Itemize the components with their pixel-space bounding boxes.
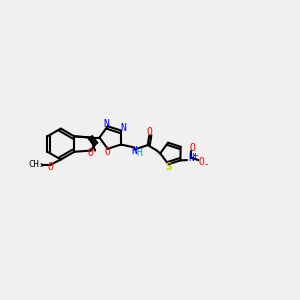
Text: O: O xyxy=(190,143,196,153)
Text: O: O xyxy=(199,158,205,167)
Text: N: N xyxy=(103,118,109,128)
Text: H: H xyxy=(136,148,142,158)
Text: O: O xyxy=(87,148,93,158)
Text: N: N xyxy=(188,153,194,163)
Text: N: N xyxy=(120,123,126,133)
Text: O: O xyxy=(105,147,111,157)
Text: O: O xyxy=(147,127,153,137)
Text: +: + xyxy=(193,151,198,160)
Text: -: - xyxy=(203,160,209,170)
Text: O: O xyxy=(48,162,54,172)
Text: CH₃: CH₃ xyxy=(28,160,44,169)
Text: N: N xyxy=(131,146,137,156)
Text: S: S xyxy=(165,162,172,172)
